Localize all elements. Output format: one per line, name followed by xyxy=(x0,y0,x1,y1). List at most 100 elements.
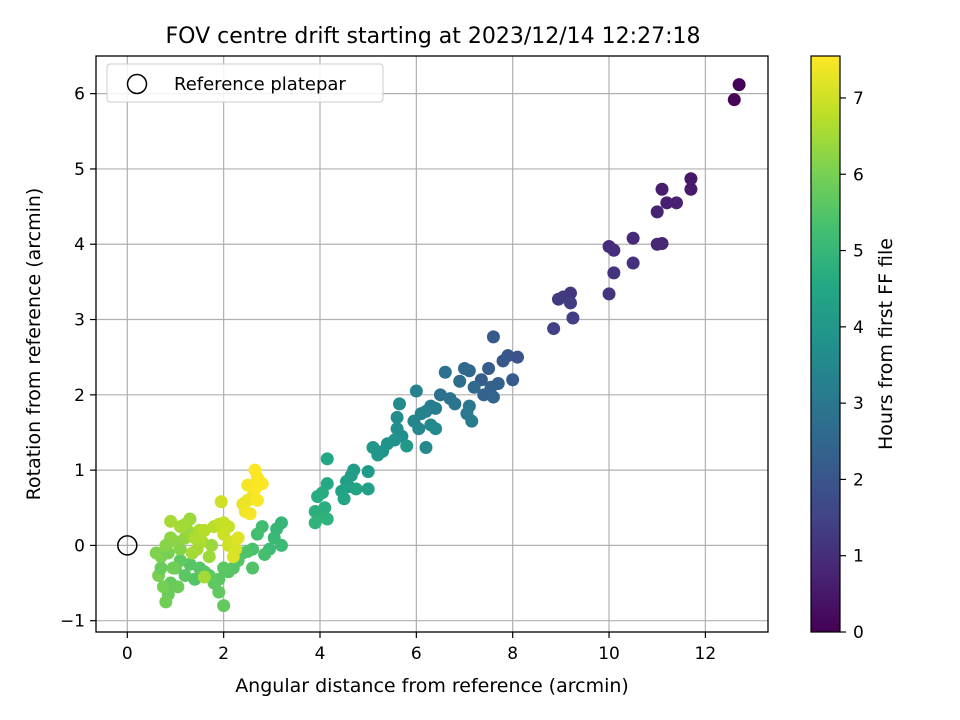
data-points xyxy=(149,78,746,613)
data-point xyxy=(349,482,363,496)
data-point xyxy=(250,527,264,541)
data-point xyxy=(164,514,178,528)
x-tick-label: 12 xyxy=(695,644,717,664)
data-point xyxy=(320,512,334,526)
plot-frame xyxy=(95,55,769,633)
data-point xyxy=(506,373,520,387)
reference-point-marker xyxy=(117,535,138,556)
data-point xyxy=(197,570,211,584)
x-tick-label: 10 xyxy=(598,644,620,664)
legend-box xyxy=(106,63,384,103)
data-point xyxy=(486,390,500,404)
y-tick-label: 5 xyxy=(74,160,85,180)
data-point xyxy=(202,550,216,564)
data-point xyxy=(205,538,219,552)
colorbar-ticks: 0 1 2 3 4 5 6 7 xyxy=(840,89,864,643)
data-point xyxy=(217,561,231,575)
data-point xyxy=(511,350,525,364)
colorbar-tick-label: 6 xyxy=(853,165,864,185)
data-point xyxy=(173,520,187,534)
x-tick-label: 4 xyxy=(315,644,326,664)
data-point xyxy=(217,527,231,541)
data-point xyxy=(231,531,245,545)
data-point xyxy=(392,397,406,411)
data-point xyxy=(166,561,180,575)
data-point xyxy=(465,414,479,428)
data-point xyxy=(486,330,500,344)
data-point xyxy=(400,439,414,453)
data-point xyxy=(496,354,510,368)
legend-entry-reference: Reference platepar xyxy=(174,74,346,95)
data-point xyxy=(250,471,264,485)
legend: Reference platepar xyxy=(106,63,384,103)
data-point xyxy=(684,182,698,196)
colorbar-tick-label: 7 xyxy=(853,89,864,109)
data-point xyxy=(154,561,168,575)
data-point xyxy=(214,495,228,509)
data-point xyxy=(156,580,170,594)
y-tick-label: 1 xyxy=(74,461,85,481)
colorbar-tick-label: 4 xyxy=(853,318,864,338)
data-point xyxy=(547,322,561,336)
data-point xyxy=(448,397,462,411)
y-tick-label: 3 xyxy=(74,311,85,331)
data-point xyxy=(551,292,565,306)
data-point xyxy=(602,287,616,301)
data-point xyxy=(366,441,380,455)
data-point xyxy=(258,547,272,561)
data-point xyxy=(185,546,199,560)
data-point xyxy=(178,569,192,583)
data-point xyxy=(727,93,741,107)
y-tick-label: 0 xyxy=(74,536,85,556)
data-point xyxy=(246,561,260,575)
x-tick-label: 0 xyxy=(122,644,133,664)
data-point xyxy=(409,384,423,398)
data-point xyxy=(212,585,226,599)
data-point xyxy=(669,196,683,210)
data-point xyxy=(650,205,664,219)
data-point xyxy=(171,580,185,594)
data-point xyxy=(361,482,375,496)
data-point xyxy=(684,172,698,186)
colorbar-label: Hours from first FF file xyxy=(875,238,897,450)
data-point xyxy=(320,452,334,466)
data-point xyxy=(159,538,173,552)
data-point xyxy=(626,231,640,245)
colorbar-tick-label: 0 xyxy=(853,623,864,643)
data-point xyxy=(563,296,577,310)
y-axis-label: Rotation from reference (arcmin) xyxy=(23,188,45,501)
data-point xyxy=(429,422,443,436)
data-point xyxy=(453,374,467,388)
colorbar-tick-label: 5 xyxy=(853,242,864,262)
y-axis-ticks: −1 0 1 2 3 4 5 6 xyxy=(60,85,96,632)
data-point xyxy=(226,550,240,564)
data-point xyxy=(650,237,664,251)
data-point xyxy=(311,489,325,503)
colorbar-tick-label: 2 xyxy=(853,470,864,490)
data-point xyxy=(361,465,375,479)
y-tick-label: −1 xyxy=(60,612,85,632)
data-point xyxy=(732,78,746,92)
data-point xyxy=(626,256,640,270)
colorbar-gradient xyxy=(810,55,841,633)
colorbar-tick-label: 3 xyxy=(853,394,864,414)
x-axis-label: Angular distance from reference (arcmin) xyxy=(235,675,629,697)
data-point xyxy=(412,422,426,436)
colorbar: 0 1 2 3 4 5 6 7 Hours from first FF file xyxy=(810,55,897,643)
data-point xyxy=(243,507,257,521)
data-point xyxy=(482,361,496,375)
y-tick-label: 2 xyxy=(74,386,85,406)
data-point xyxy=(438,365,452,379)
data-point xyxy=(655,182,669,196)
x-tick-label: 2 xyxy=(218,644,229,664)
data-point xyxy=(458,361,472,375)
x-tick-label: 8 xyxy=(507,644,518,664)
data-point xyxy=(337,492,351,506)
data-point xyxy=(390,410,404,424)
chart-title: FOV centre drift starting at 2023/12/14 … xyxy=(166,24,701,49)
data-point xyxy=(660,196,674,210)
y-tick-label: 6 xyxy=(74,85,85,105)
x-tick-label: 6 xyxy=(411,644,422,664)
data-point xyxy=(217,599,231,613)
